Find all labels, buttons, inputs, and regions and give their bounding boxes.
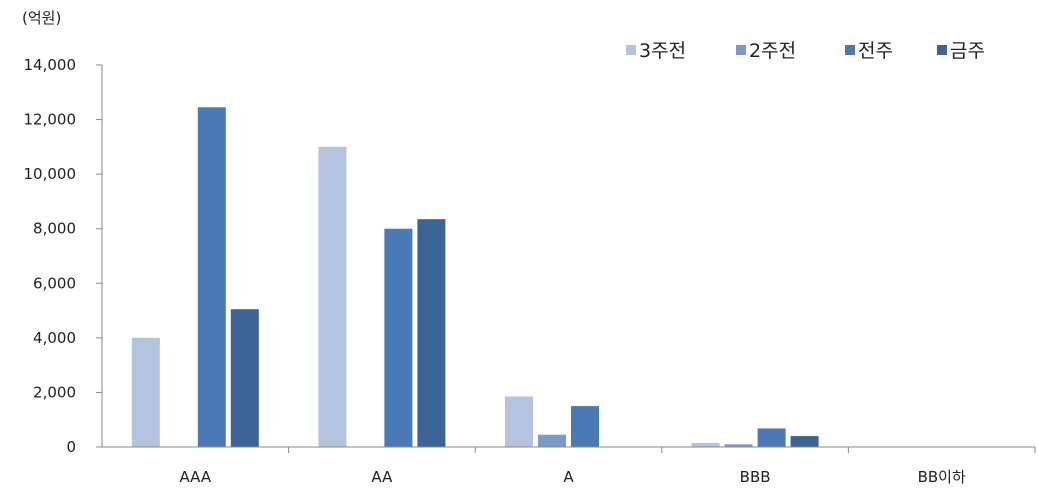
bar: [131, 337, 160, 447]
bars-group: [131, 107, 819, 448]
bar: [318, 146, 347, 447]
bar: [230, 309, 259, 447]
bar: [417, 219, 446, 447]
x-tick-label: A: [563, 468, 574, 486]
x-tick-label: BBB: [740, 468, 771, 486]
bar: [384, 228, 413, 447]
y-tick-label: 8,000: [33, 220, 76, 238]
legend-label: 금주: [950, 40, 985, 62]
bar: [197, 107, 226, 448]
legend-label: 2주전: [749, 40, 796, 62]
legend-swatch: [626, 45, 636, 55]
y-tick-label: 10,000: [24, 165, 77, 183]
y-tick-label: 4,000: [33, 329, 76, 347]
bar: [505, 396, 533, 447]
legend: 3주전 2주전 전주 금주: [626, 40, 985, 62]
bar: [724, 444, 753, 447]
y-tick-label: 14,000: [24, 56, 77, 74]
bar: [757, 428, 786, 447]
bar: [538, 434, 566, 447]
x-tick-label: BB이하: [918, 468, 966, 486]
bar: [790, 436, 819, 447]
legend-swatch: [845, 45, 855, 55]
legend-swatch: [937, 45, 947, 55]
x-axis: AAA AA A BBB BB이하: [102, 446, 1036, 486]
legend-swatch: [736, 45, 746, 55]
y-tick-label: 6,000: [33, 274, 76, 292]
legend-label: 3주전: [639, 40, 686, 62]
y-tick-label: 12,000: [24, 111, 77, 129]
bar: [691, 442, 720, 447]
legend-label: 전주: [858, 40, 893, 62]
y-tick-label: 0: [66, 438, 76, 456]
x-tick-label: AA: [371, 468, 393, 486]
bar: [571, 406, 599, 447]
y-axis: 14,000 12,000 10,000 8,000 6,000 4,000 2,000 0: [24, 56, 103, 456]
y-tick-label: 2,000: [33, 383, 76, 401]
y-axis-unit-label: (억원): [22, 9, 61, 27]
x-tick-label: AAA: [179, 468, 211, 486]
